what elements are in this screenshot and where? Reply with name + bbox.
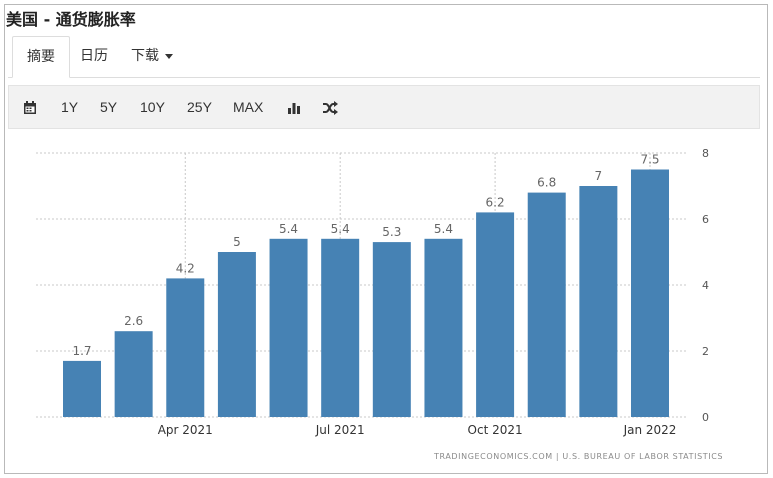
y-tick-label: 0 bbox=[702, 411, 709, 424]
range-1y-button[interactable]: 1Y bbox=[61, 99, 79, 115]
data-label: 4.2 bbox=[176, 261, 195, 275]
range-max-button[interactable]: MAX bbox=[233, 99, 264, 115]
range-25y-button[interactable]: 25Y bbox=[187, 99, 212, 115]
bar bbox=[321, 238, 360, 417]
bar-chart-icon[interactable] bbox=[287, 86, 301, 128]
y-tick-label: 4 bbox=[702, 279, 709, 292]
y-tick-label: 8 bbox=[702, 147, 709, 160]
y-tick-label: 2 bbox=[702, 345, 709, 358]
bar bbox=[166, 278, 205, 417]
bar bbox=[527, 192, 566, 417]
source-credit: TRADINGECONOMICS.COM | U.S. BUREAU OF LA… bbox=[434, 452, 724, 461]
calendar-icon[interactable] bbox=[23, 86, 37, 128]
bar bbox=[476, 212, 515, 417]
bar bbox=[372, 242, 411, 417]
range-5y-button[interactable]: 5Y bbox=[100, 99, 118, 115]
bar bbox=[424, 238, 463, 417]
data-label: 7.5 bbox=[640, 153, 659, 167]
data-label: 6.2 bbox=[486, 195, 505, 209]
range-10y-button[interactable]: 10Y bbox=[140, 99, 165, 115]
chevron-down-icon bbox=[165, 53, 173, 59]
bar bbox=[114, 331, 153, 417]
x-tick-label: Oct 2021 bbox=[468, 423, 523, 437]
x-tick-label: Jan 2022 bbox=[623, 423, 677, 437]
bar bbox=[631, 169, 669, 417]
data-label: 5 bbox=[233, 235, 241, 249]
bar bbox=[579, 186, 618, 417]
page-title: 美国 - 通货膨胀率 bbox=[6, 10, 136, 29]
tab-bar: 摘要 日历 下载 bbox=[8, 36, 760, 78]
y-tick-label: 6 bbox=[702, 213, 709, 226]
tab-download[interactable]: 下载 bbox=[117, 36, 187, 76]
data-label: 5.4 bbox=[331, 222, 350, 236]
data-label: 6.8 bbox=[537, 176, 556, 190]
bar bbox=[217, 252, 256, 417]
x-tick-label: Apr 2021 bbox=[158, 423, 213, 437]
inflation-bar-chart: 0 2 4 6 8 1.7 2.6 4.2 5 5.4 5.4 5.3 5.4 6.2 6.8 7 7.5 Apr… bbox=[36, 147, 709, 437]
data-label: 7 bbox=[595, 169, 603, 183]
data-label: 5.4 bbox=[279, 222, 298, 236]
data-label: 1.7 bbox=[72, 344, 91, 358]
data-label: 5.3 bbox=[382, 225, 401, 239]
tab-calendar[interactable]: 日历 bbox=[80, 48, 108, 64]
data-label: 5.4 bbox=[434, 222, 453, 236]
data-label: 2.6 bbox=[124, 314, 143, 328]
bar bbox=[269, 238, 308, 417]
bar bbox=[63, 360, 101, 417]
shuffle-icon[interactable] bbox=[322, 86, 338, 128]
tab-download-label: 下载 bbox=[131, 48, 159, 64]
chart-toolbar: 1Y 5Y 10Y 25Y MAX bbox=[8, 85, 760, 129]
x-tick-label: Jul 2021 bbox=[315, 423, 365, 437]
tab-summary[interactable]: 摘要 bbox=[12, 36, 70, 78]
